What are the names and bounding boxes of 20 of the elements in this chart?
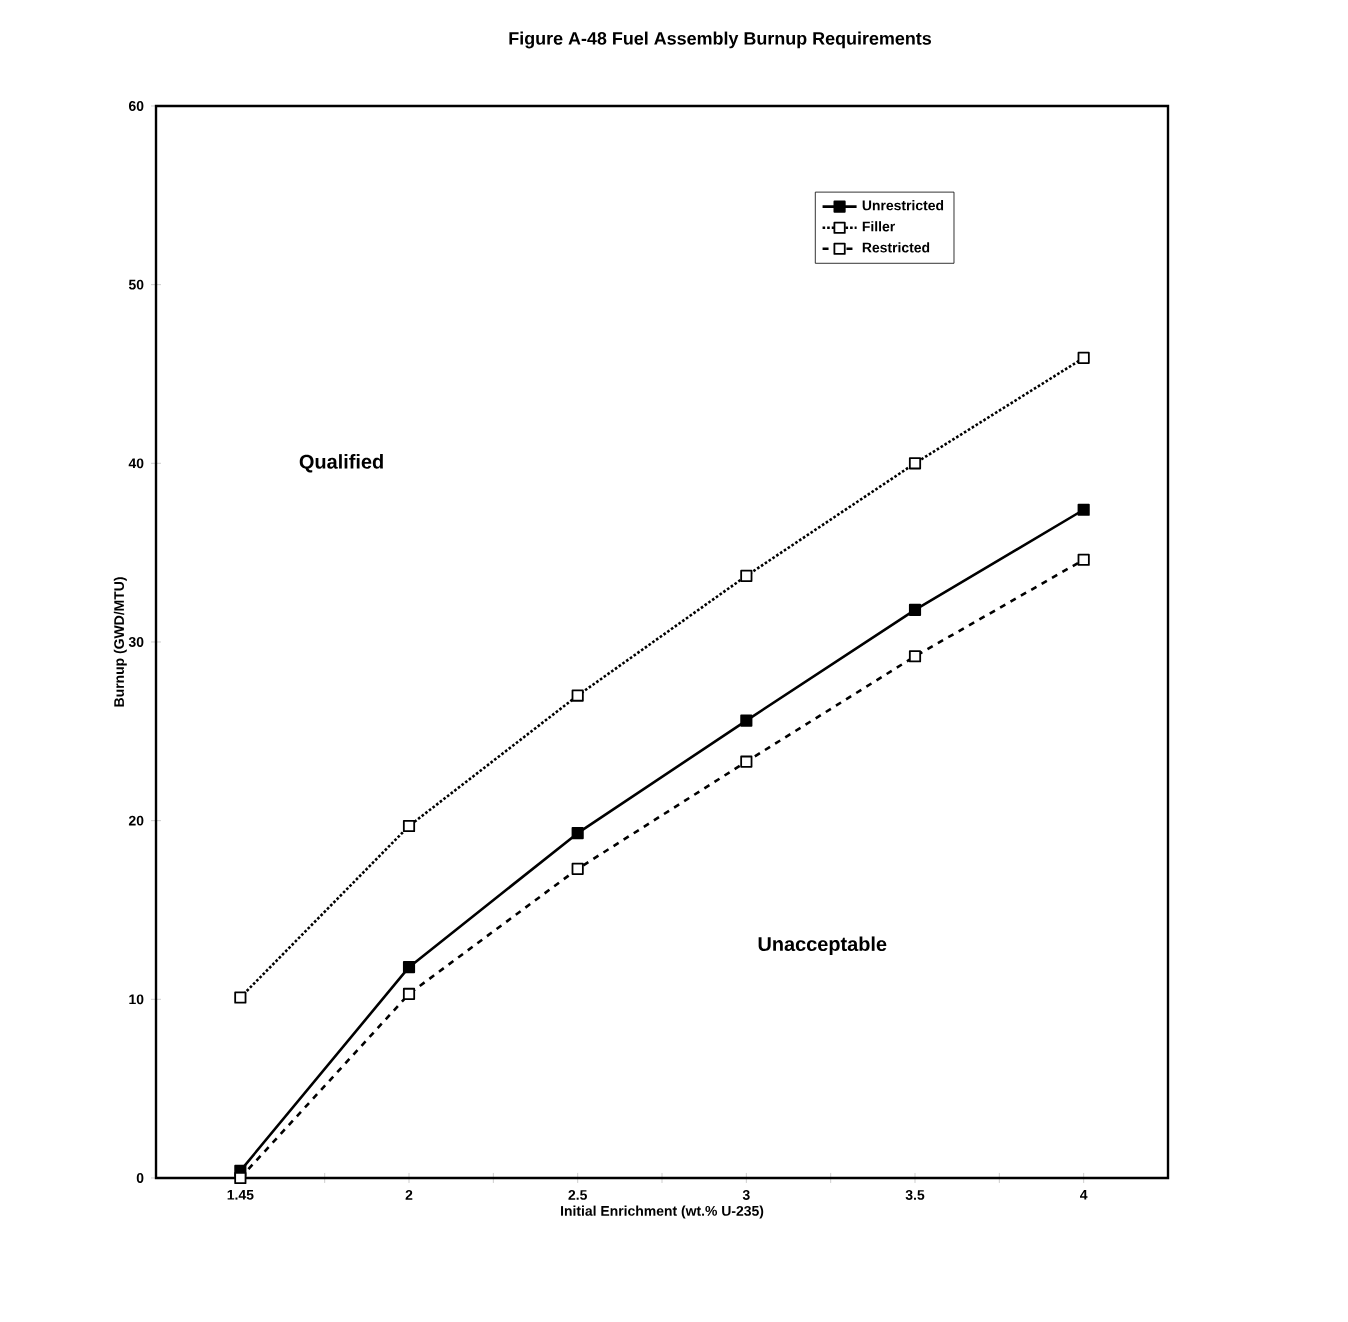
point (908, 603, 922, 616)
point (234, 991, 247, 1004)
point (908, 457, 922, 470)
point (908, 650, 922, 663)
annotation: Qualified (299, 454, 383, 473)
point (1077, 553, 1090, 566)
point (740, 714, 753, 727)
point (1077, 503, 1090, 516)
chart-title: Figure A-48 Fuel Assembly Burnup Requirements (509, 31, 932, 49)
point (402, 987, 416, 1001)
point (402, 961, 416, 974)
point (402, 819, 416, 833)
point (571, 862, 584, 875)
point (234, 1171, 247, 1185)
point (740, 755, 753, 768)
point (740, 569, 753, 582)
point (571, 689, 584, 702)
point (571, 827, 584, 840)
annotation: Unacceptable (758, 936, 887, 955)
point (1077, 351, 1090, 364)
